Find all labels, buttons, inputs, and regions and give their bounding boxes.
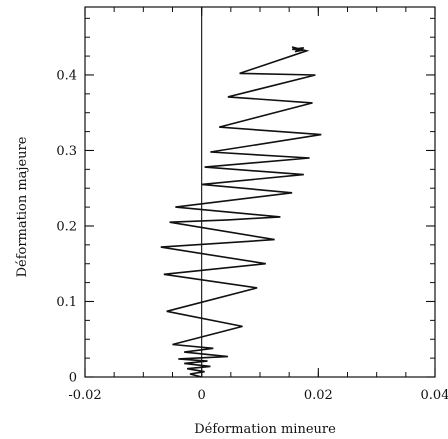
y-tick-label: 0.4 — [56, 68, 77, 83]
series-line — [160, 46, 322, 378]
x-tick-label: 0 — [198, 388, 206, 403]
y-tick-label: 0.1 — [56, 295, 77, 310]
x-tick-label: 0.04 — [421, 388, 448, 403]
x-tick-label: 0.02 — [304, 388, 333, 403]
x-tick-label: -0.02 — [68, 388, 101, 403]
y-tick-label: 0 — [69, 371, 77, 386]
y-axis-title: Déformation majeure — [15, 136, 30, 277]
plot-frame — [84, 6, 436, 378]
y-tick-label: 0.2 — [56, 219, 77, 234]
y-tick-label: 0.3 — [56, 144, 77, 159]
x-axis-title: Déformation mineure — [194, 422, 336, 437]
